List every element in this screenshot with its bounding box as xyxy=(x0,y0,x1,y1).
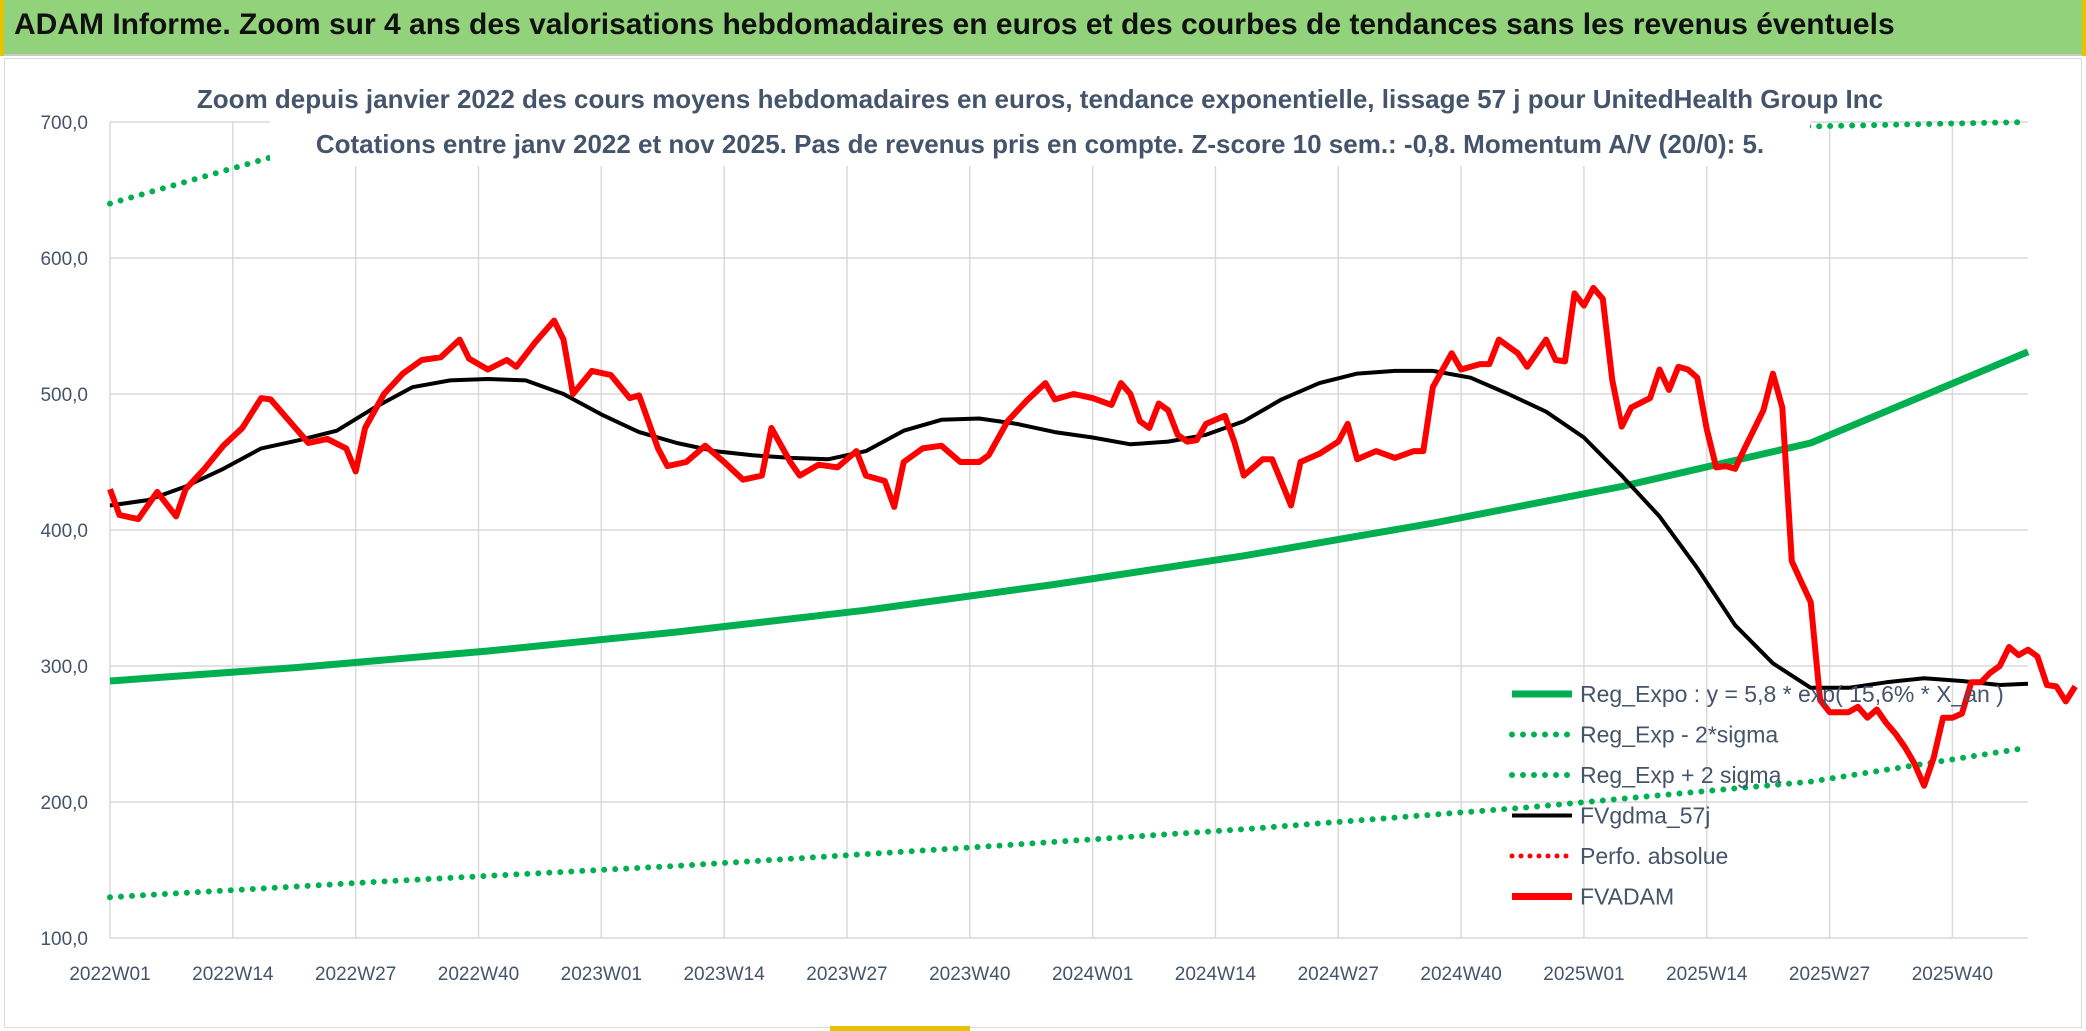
banner-corner-left xyxy=(0,0,4,56)
legend-label: Reg_Expo : y = 5,8 * exp( 15,6% * X_an ) xyxy=(1580,681,2004,707)
x-tick-label: 2025W40 xyxy=(1912,964,1993,985)
bottom-marker xyxy=(830,1026,970,1031)
series-reg-exp-2-sigma xyxy=(107,744,2031,901)
legend-label: Reg_Exp + 2 sigma xyxy=(1580,762,1782,788)
legend-label: FVADAM xyxy=(1580,884,1674,910)
chart-title-line2: Cotations entre janv 2022 et nov 2025. P… xyxy=(316,129,1764,159)
x-tick-label: 2022W14 xyxy=(192,964,274,985)
x-tick-label: 2022W27 xyxy=(315,964,396,985)
x-tick-label: 2025W14 xyxy=(1666,964,1748,985)
legend-label: Reg_Exp - 2*sigma xyxy=(1580,722,1778,748)
legend: Reg_Expo : y = 5,8 * exp( 15,6% * X_an )… xyxy=(1509,681,2004,910)
chart-frame xyxy=(4,58,2082,1028)
y-tick-label: 500,0 xyxy=(40,385,88,406)
x-tick-label: 2024W01 xyxy=(1052,964,1133,985)
x-tick-label: 2025W27 xyxy=(1789,964,1870,985)
y-tick-label: 400,0 xyxy=(40,521,88,542)
y-tick-label: 700,0 xyxy=(40,113,88,134)
x-tick-label: 2023W01 xyxy=(561,964,642,985)
y-tick-label: 300,0 xyxy=(40,657,88,678)
horizontal-gridlines xyxy=(110,121,2028,939)
legend-label: Perfo. absolue xyxy=(1580,843,1728,869)
y-axis-ticks: 100,0 200,0 300,0 400,0 500,0 600,0 700,0 xyxy=(40,113,88,950)
y-tick-label: 100,0 xyxy=(40,929,88,950)
x-tick-label: 2023W14 xyxy=(683,964,765,985)
title-backdrop xyxy=(270,80,1810,166)
chart-title-line1: Zoom depuis janvier 2022 des cours moyen… xyxy=(197,84,1883,114)
series-fvgdma-57j xyxy=(109,368,2029,690)
x-tick-label: 2024W14 xyxy=(1175,964,1257,985)
header-banner: ADAM Informe. Zoom sur 4 ans des valoris… xyxy=(0,0,2086,56)
x-tick-label: 2024W40 xyxy=(1420,964,1501,985)
banner-title: ADAM Informe. Zoom sur 4 ans des valoris… xyxy=(14,8,1895,41)
legend-label: FVgdma_57j xyxy=(1580,803,1710,829)
x-tick-label: 2022W40 xyxy=(438,964,519,985)
series-fvadam xyxy=(107,284,2078,789)
x-tick-label: 2023W27 xyxy=(806,964,887,985)
x-tick-label: 2025W01 xyxy=(1543,964,1624,985)
banner-corner-right xyxy=(2082,0,2086,56)
y-tick-label: 200,0 xyxy=(40,793,88,814)
x-tick-label: 2023W40 xyxy=(929,964,1010,985)
x-tick-label: 2022W01 xyxy=(69,964,150,985)
x-tick-label: 2024W27 xyxy=(1298,964,1379,985)
x-axis-ticks: 2022W01 2022W14 2022W27 2022W40 2023W01 2023W… xyxy=(69,964,1993,985)
y-tick-label: 600,0 xyxy=(40,249,88,270)
series-reg-expo xyxy=(109,348,2030,685)
